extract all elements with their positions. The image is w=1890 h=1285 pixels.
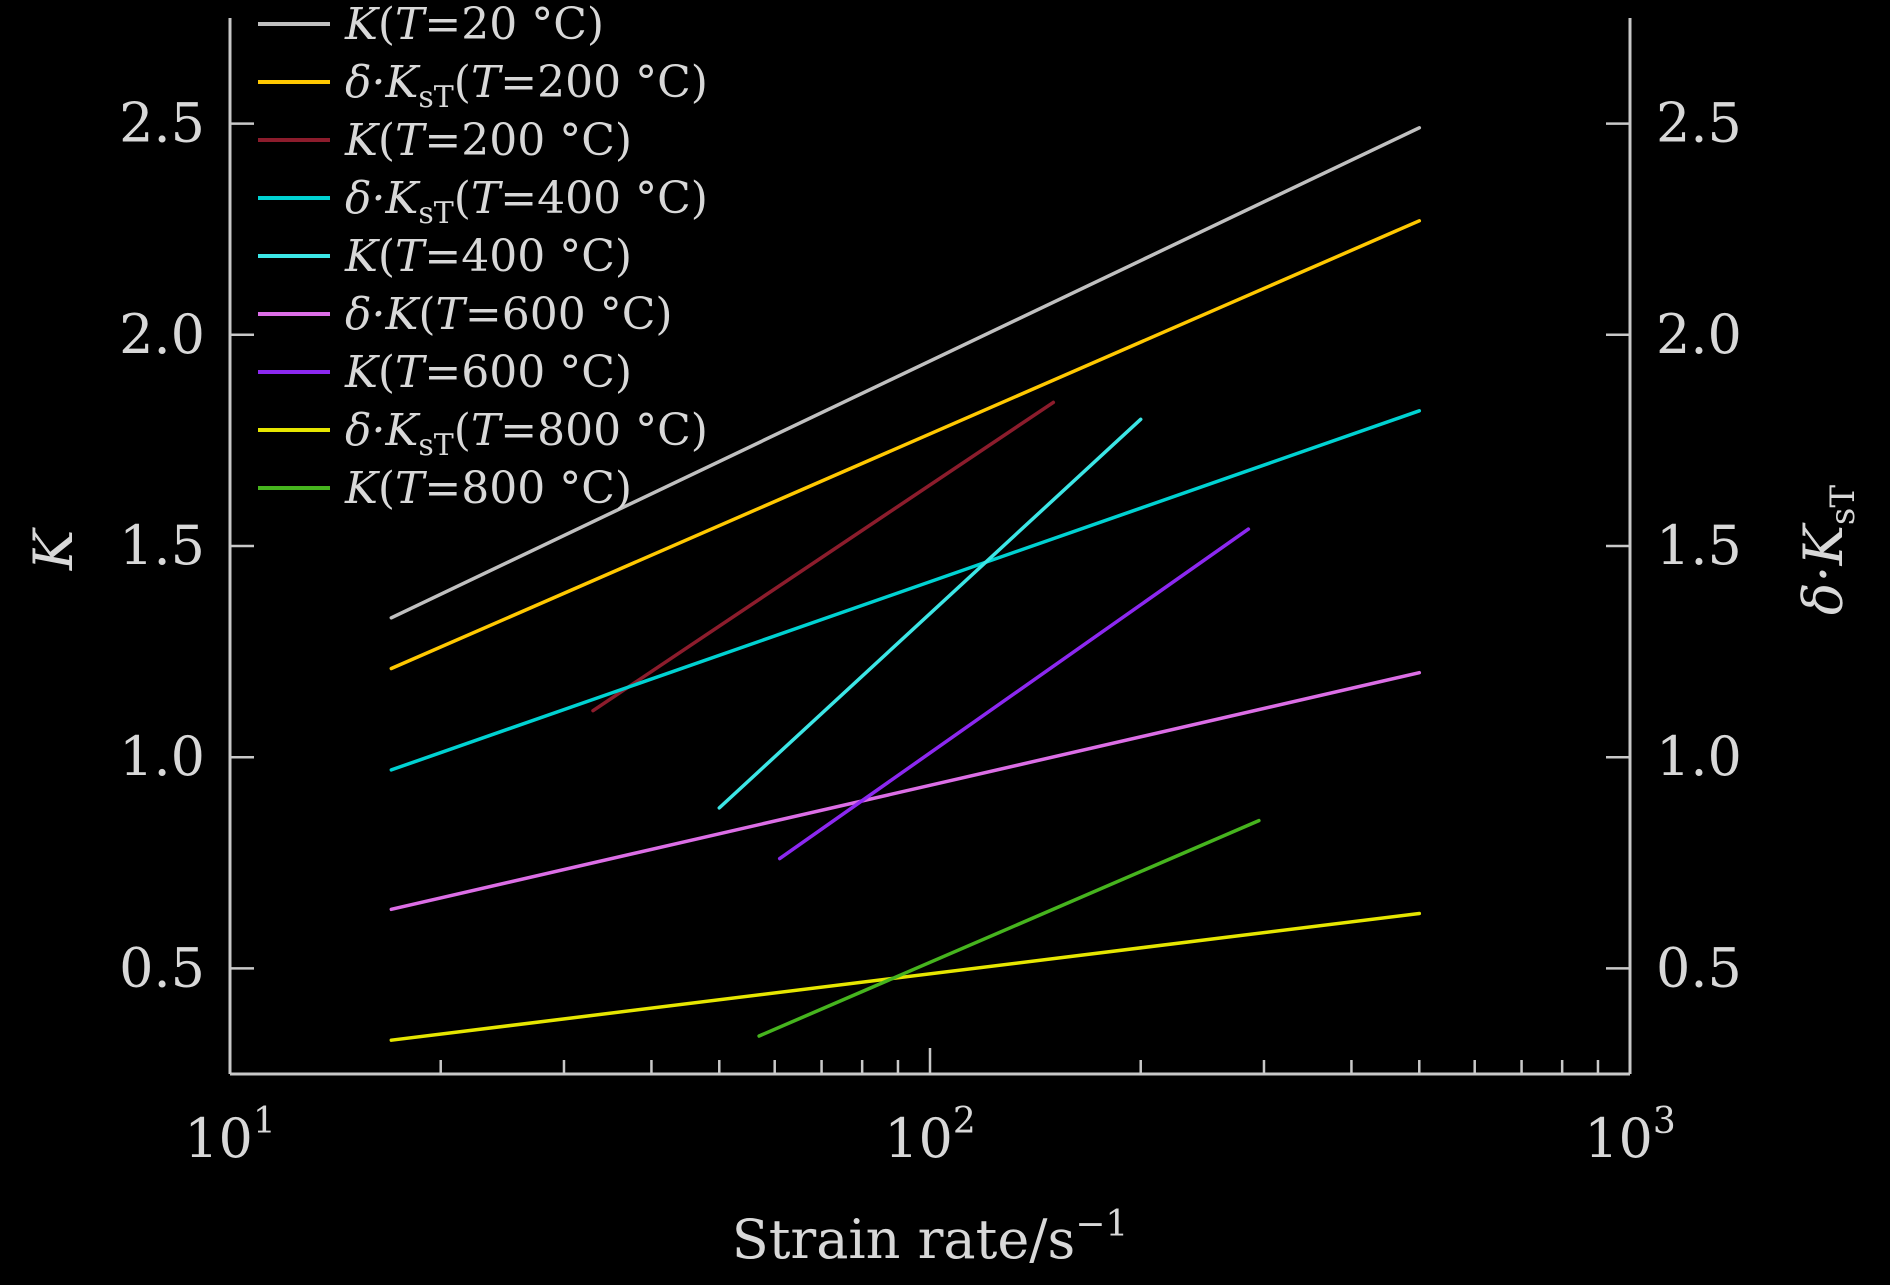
legend-label-paren: ( — [378, 115, 395, 166]
legend-label-value: =800 °C) — [500, 405, 708, 456]
legend-label: K(T=600 °C) — [344, 347, 632, 398]
legend-label-variable: T — [395, 231, 428, 282]
legend-label-value: =200 °C) — [500, 57, 708, 108]
left-y-tick-label: 1.5 — [119, 514, 205, 577]
right-y-axis-title: δ·KsT — [1792, 485, 1863, 615]
x-axis-title: Strain rate/s−1 — [732, 1204, 1129, 1271]
legend-label-value: =600 °C) — [465, 289, 673, 340]
legend-label-variable: T — [395, 463, 428, 514]
legend-label-symbol: K — [344, 347, 380, 398]
series-lines — [389, 126, 1422, 1042]
legend-label: K(T=400 °C) — [344, 231, 632, 282]
right-y-tick-label: 1.0 — [1656, 725, 1742, 788]
x-tick-label-base: 10 — [184, 1107, 253, 1170]
right-y-tick-label: 2.0 — [1656, 303, 1742, 366]
legend-label-variable: T — [471, 173, 504, 224]
series-line-9 — [757, 818, 1261, 1038]
legend-label-paren: ( — [378, 231, 395, 282]
x-tick-label: 101 — [184, 1101, 276, 1170]
legend-label-value: =600 °C) — [424, 347, 632, 398]
legend-label-symbol: K — [344, 231, 380, 282]
legend-label-paren: ( — [418, 289, 435, 340]
series-line-1 — [389, 126, 1422, 620]
legend-label-value: =400 °C) — [500, 173, 708, 224]
legend-label: K(T=200 °C) — [344, 115, 632, 166]
legend-label-symbol: δ·K — [345, 57, 420, 108]
right-y-tick-label: 1.5 — [1656, 514, 1742, 577]
legend-label-value: =200 °C) — [424, 115, 632, 166]
legend-label-value: =20 °C) — [424, 0, 604, 50]
left-y-tick-label: 1.0 — [119, 725, 205, 788]
legend-label-symbol: K — [344, 463, 380, 514]
legend-label: δ·K(T=600 °C) — [345, 289, 673, 340]
legend-label: δ·KsT(T=400 °C) — [345, 173, 708, 231]
legend-label-variable: T — [395, 115, 428, 166]
y-ticks: 0.5 0.5 1.0 1.0 1.5 1.5 2.0 2.0 2.5 2.5 — [119, 92, 1742, 1000]
legend-label-symbol: δ·K — [345, 405, 420, 456]
legend-label-variable: T — [395, 0, 428, 50]
legend-label-paren: ( — [454, 57, 471, 108]
series-line-6 — [389, 670, 1422, 912]
legend-label-subscript: sT — [418, 80, 453, 115]
x-axis-title-text: Strain rate/s — [732, 1208, 1076, 1271]
series-line-3 — [591, 400, 1056, 713]
series-line-2 — [389, 219, 1422, 671]
legend-label: K(T=20 °C) — [344, 0, 604, 50]
legend-label-symbol: δ·K — [345, 173, 420, 224]
right-y-axis-title-subscript: sT — [1823, 485, 1863, 525]
x-tick-label-exponent: 1 — [253, 1101, 276, 1142]
legend-label-symbol: K — [344, 0, 380, 50]
legend-label-subscript: sT — [418, 428, 453, 463]
x-tick-label-exponent: 3 — [1653, 1101, 1676, 1142]
series-line-8 — [389, 911, 1422, 1042]
x-minor-ticks — [439, 1060, 1600, 1074]
legend-label-variable: T — [471, 57, 504, 108]
x-tick-label: 103 — [1584, 1101, 1676, 1170]
legend-label-symbol: δ·K — [345, 289, 420, 340]
legend-label-variable: T — [395, 347, 428, 398]
x-major-ticks: 101 102 103 — [184, 1048, 1676, 1170]
legend-label-value: =400 °C) — [424, 231, 632, 282]
left-y-tick-label: 2.5 — [119, 92, 205, 155]
series-line-5 — [717, 417, 1143, 810]
legend-label-subscript: sT — [418, 196, 453, 231]
legend-label: δ·KsT(T=800 °C) — [345, 405, 708, 463]
series-line-7 — [777, 527, 1251, 861]
legend-label-symbol: K — [344, 115, 380, 166]
legend-label: K(T=800 °C) — [344, 463, 632, 514]
legend-label-paren: ( — [378, 0, 395, 50]
legend-label-variable: T — [471, 405, 504, 456]
x-tick-label-base: 10 — [1584, 1107, 1653, 1170]
legend: K(T=20 °C)δ·KsT(T=200 °C)K(T=200 °C)δ·Ks… — [258, 0, 708, 514]
legend-label-paren: ( — [454, 173, 471, 224]
x-tick-label-exponent: 2 — [953, 1101, 976, 1142]
left-y-tick-label: 2.0 — [119, 303, 205, 366]
legend-label: δ·KsT(T=200 °C) — [345, 57, 708, 115]
legend-label-paren: ( — [378, 347, 395, 398]
series-line-4 — [389, 409, 1422, 772]
x-tick-label: 102 — [884, 1101, 976, 1170]
right-y-axis-title-main: δ·K — [1792, 522, 1855, 615]
x-axis-title-superscript: −1 — [1075, 1204, 1128, 1245]
right-y-tick-label: 0.5 — [1656, 936, 1742, 999]
legend-label-paren: ( — [378, 463, 395, 514]
legend-label-paren: ( — [454, 405, 471, 456]
right-y-tick-label: 2.5 — [1656, 92, 1742, 155]
legend-label-variable: T — [436, 289, 469, 340]
left-y-tick-label: 0.5 — [119, 936, 205, 999]
legend-label-value: =800 °C) — [424, 463, 632, 514]
x-tick-label-base: 10 — [884, 1107, 953, 1170]
left-y-axis-title: K — [22, 527, 85, 571]
